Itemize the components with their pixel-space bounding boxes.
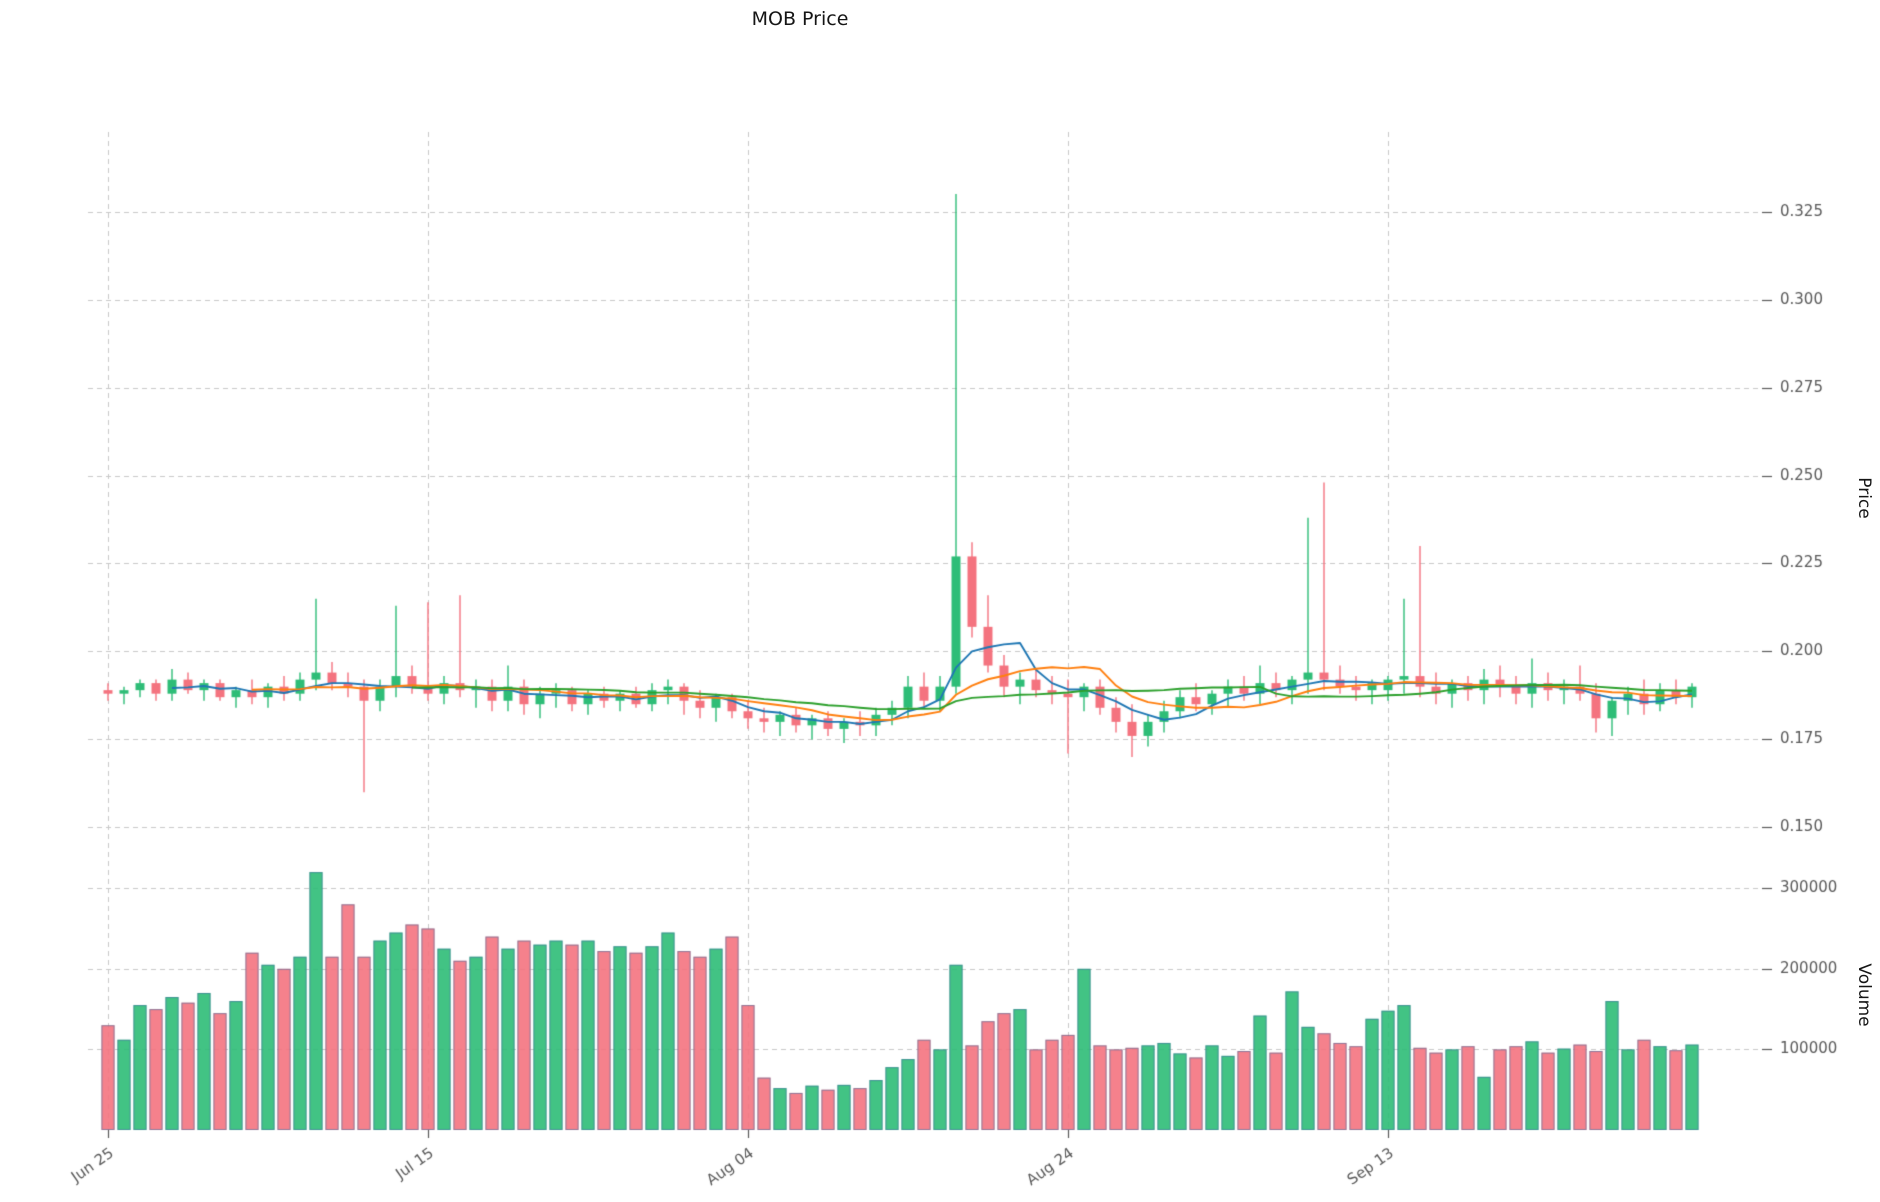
price-axis-label: Price	[1854, 477, 1874, 519]
volume-axis-label: Volume	[1854, 963, 1874, 1027]
chart-title: MOB Price	[751, 8, 849, 30]
